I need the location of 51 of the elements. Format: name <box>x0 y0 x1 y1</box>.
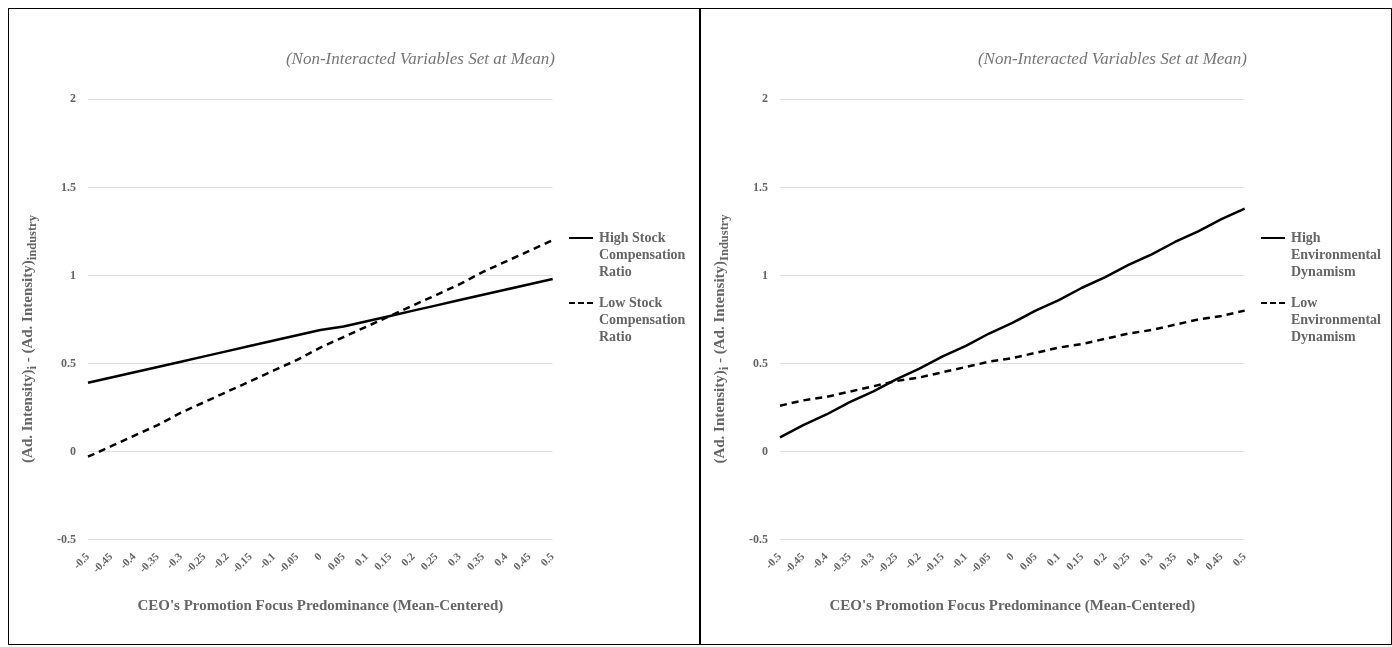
y-tick-label: 0 <box>70 443 76 458</box>
legend-label: High Stock Compensation Ratio <box>599 229 687 280</box>
x-tick-label: 0.35 <box>1156 549 1179 573</box>
x-tick-label: -0.3 <box>855 549 877 571</box>
x-tick-label: 0.35 <box>464 549 487 573</box>
x-tick-label: 0.5 <box>537 549 557 569</box>
y-tick-label: -0.5 <box>749 531 768 546</box>
y-tick-label: 2 <box>70 91 76 106</box>
y-tick-label: 0.5 <box>61 355 76 370</box>
x-tick-label: -0.3 <box>163 549 185 571</box>
x-tick-label: 0.45 <box>1202 549 1226 573</box>
y-tick-label: 1.5 <box>61 179 76 194</box>
x-tick-label: 0.1 <box>1044 550 1063 569</box>
x-tick-label: 0.05 <box>324 549 348 573</box>
y-tick-label: -0.5 <box>57 531 76 546</box>
x-tick-label: 0.15 <box>371 549 394 573</box>
chart-title: (Non-Interacted Variables Set at Mean) <box>977 48 1248 68</box>
x-tick-label: -0.2 <box>210 549 232 571</box>
x-tick-label: 0.05 <box>1016 549 1040 573</box>
x-tick-label: 0.15 <box>1063 549 1086 573</box>
x-tick-label: -0.1 <box>256 550 278 571</box>
x-tick-label: -0.4 <box>117 549 139 571</box>
y-tick-label: 1.5 <box>753 179 768 194</box>
legend-label: Low Stock Compensation Ratio <box>599 294 687 345</box>
x-axis-title: CEO's Promotion Focus Predominance (Mean-Centered) <box>829 596 1196 614</box>
x-tick-label: -0.2 <box>902 549 924 571</box>
x-tick-label: 0.2 <box>398 549 418 569</box>
x-tick-label: 0.45 <box>510 549 534 573</box>
x-tick-label: -0.1 <box>948 550 970 571</box>
y-tick-label: 0.5 <box>753 355 768 370</box>
line-series <box>86 238 554 458</box>
x-tick-label: -0.4 <box>809 549 831 571</box>
y-tick-label: 1 <box>762 267 768 282</box>
x-tick-label: 0.5 <box>1229 549 1249 569</box>
x-tick-label: 0.3 <box>444 549 464 569</box>
x-tick-label: 0.1 <box>352 550 371 569</box>
legend-label: Low Environmental Dynamism <box>1291 294 1382 345</box>
chart-title: (Non-Interacted Variables Set at Mean) <box>285 48 556 68</box>
x-tick-label: 0.2 <box>1090 549 1110 569</box>
x-tick-label: 0.4 <box>491 549 510 569</box>
x-tick-label: 0 <box>1003 549 1017 563</box>
x-tick-label: 0.25 <box>1109 549 1133 573</box>
x-tick-label: 0.25 <box>417 549 441 573</box>
x-axis-title: CEO's Promotion Focus Predominance (Mean-Centered) <box>137 596 504 614</box>
y-tick-label: 0 <box>762 443 768 458</box>
legend-label: High Environmental Dynamism <box>1291 229 1382 280</box>
x-tick-label: 0.3 <box>1136 549 1156 569</box>
x-tick-label: 0.4 <box>1183 549 1202 569</box>
y-tick-label: 1 <box>70 267 76 282</box>
x-tick-label: 0 <box>311 549 325 563</box>
y-tick-label: 2 <box>762 91 768 106</box>
